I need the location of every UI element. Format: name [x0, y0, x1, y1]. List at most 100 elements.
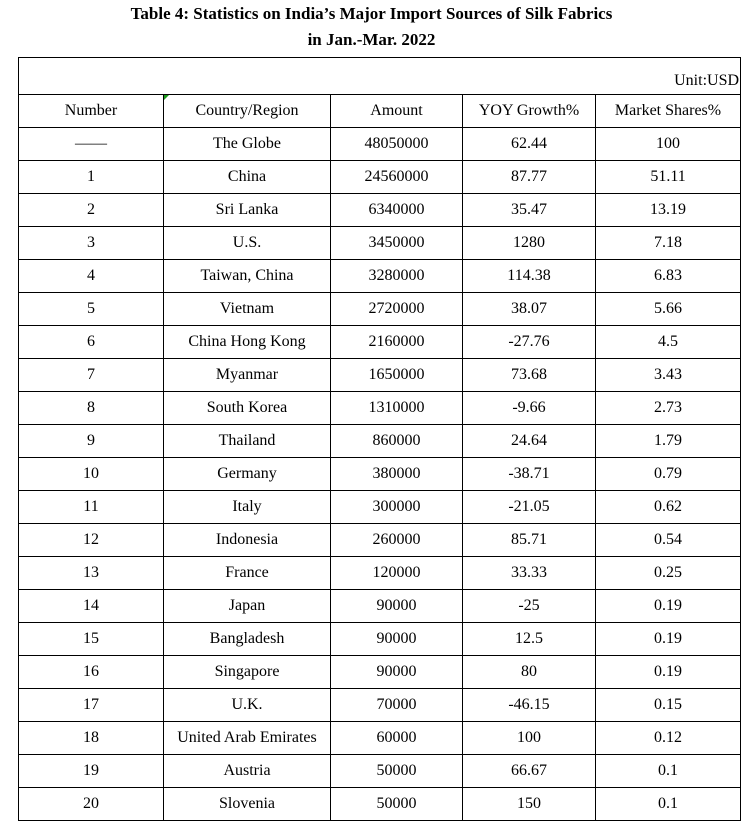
cell-yoy: 1280 — [462, 226, 596, 260]
header-number: Number — [18, 94, 164, 128]
cell-number: 13 — [18, 556, 164, 590]
cell-share: 0.1 — [594, 754, 742, 788]
cell-number: 8 — [18, 391, 164, 425]
cell-yoy: -46.15 — [462, 688, 596, 722]
cell-amount: 2720000 — [330, 292, 463, 326]
table-row: 7 Myanmar 1650000 73.68 3.43 — [18, 358, 742, 392]
cell-share: 0.15 — [594, 688, 742, 722]
cell-number: 18 — [18, 721, 164, 755]
cell-amount: 380000 — [330, 457, 463, 491]
cell-share: 0.25 — [594, 556, 742, 590]
cell-number: 5 — [18, 292, 164, 326]
cell-share: 4.5 — [594, 325, 742, 359]
cell-number: 2 — [18, 193, 164, 227]
cell-number: 10 — [18, 457, 164, 491]
cell-share: 6.83 — [594, 259, 742, 293]
comment-marker-icon — [164, 95, 169, 100]
cell-country: Singapore — [163, 655, 331, 689]
cell-amount: 6340000 — [330, 193, 463, 227]
cell-share: 7.18 — [594, 226, 742, 260]
cell-yoy: 66.67 — [462, 754, 596, 788]
cell-amount: 1650000 — [330, 358, 463, 392]
import-sources-table: Unit:USD Number Country/Region Amount YO… — [17, 57, 742, 821]
cell-yoy: 12.5 — [462, 622, 596, 656]
table-row: 13 France 120000 33.33 0.25 — [18, 556, 742, 590]
table-row: —— The Globe 48050000 62.44 100 — [18, 127, 742, 161]
cell-amount: 2160000 — [330, 325, 463, 359]
unit-label: Unit:USD — [17, 57, 742, 95]
cell-yoy: 33.33 — [462, 556, 596, 590]
table-row: 20 Slovenia 50000 150 0.1 — [18, 787, 742, 821]
cell-number: 12 — [18, 523, 164, 557]
cell-share: 51.11 — [594, 160, 742, 194]
header-row: Number Country/Region Amount YOY Growth%… — [18, 94, 742, 128]
cell-amount: 1310000 — [330, 391, 463, 425]
cell-yoy: 80 — [462, 655, 596, 689]
table-row: 6 China Hong Kong 2160000 -27.76 4.5 — [18, 325, 742, 359]
cell-share: 5.66 — [594, 292, 742, 326]
cell-amount: 90000 — [330, 589, 463, 623]
cell-amount: 50000 — [330, 754, 463, 788]
cell-country: Sri Lanka — [163, 193, 331, 227]
cell-yoy: 114.38 — [462, 259, 596, 293]
cell-share: 3.43 — [594, 358, 742, 392]
cell-country: The Globe — [163, 127, 331, 161]
cell-country: Italy — [163, 490, 331, 524]
cell-country: U.S. — [163, 226, 331, 260]
cell-country: Myanmar — [163, 358, 331, 392]
cell-amount: 60000 — [330, 721, 463, 755]
table-row: 1 China 24560000 87.77 51.11 — [18, 160, 742, 194]
cell-yoy: 87.77 — [462, 160, 596, 194]
cell-country: Indonesia — [163, 523, 331, 557]
table-row: 2 Sri Lanka 6340000 35.47 13.19 — [18, 193, 742, 227]
cell-yoy: 100 — [462, 721, 596, 755]
table-row: 4 Taiwan, China 3280000 114.38 6.83 — [18, 259, 742, 293]
cell-country: Slovenia — [163, 787, 331, 821]
cell-country: South Korea — [163, 391, 331, 425]
cell-amount: 260000 — [330, 523, 463, 557]
table-row: 14 Japan 90000 -25 0.19 — [18, 589, 742, 623]
cell-yoy: -38.71 — [462, 457, 596, 491]
cell-number: 3 — [18, 226, 164, 260]
cell-amount: 120000 — [330, 556, 463, 590]
cell-number: 4 — [18, 259, 164, 293]
table-row: 11 Italy 300000 -21.05 0.62 — [18, 490, 742, 524]
cell-yoy: -9.66 — [462, 391, 596, 425]
cell-country: Taiwan, China — [163, 259, 331, 293]
table-row: 10 Germany 380000 -38.71 0.79 — [18, 457, 742, 491]
cell-share: 0.19 — [594, 622, 742, 656]
cell-number: 17 — [18, 688, 164, 722]
cell-amount: 50000 — [330, 787, 463, 821]
cell-amount: 24560000 — [330, 160, 463, 194]
cell-country: United Arab Emirates — [163, 721, 331, 755]
cell-share: 0.19 — [594, 655, 742, 689]
cell-number: 9 — [18, 424, 164, 458]
cell-country: China — [163, 160, 331, 194]
cell-amount: 3450000 — [330, 226, 463, 260]
table-row: 16 Singapore 90000 80 0.19 — [18, 655, 742, 689]
cell-amount: 90000 — [330, 622, 463, 656]
header-amount: Amount — [330, 94, 463, 128]
cell-country: U.K. — [163, 688, 331, 722]
cell-number: 15 — [18, 622, 164, 656]
table-row: 18 United Arab Emirates 60000 100 0.12 — [18, 721, 742, 755]
table-row: 17 U.K. 70000 -46.15 0.15 — [18, 688, 742, 722]
cell-yoy: -25 — [462, 589, 596, 623]
header-share: Market Shares% — [594, 94, 742, 128]
cell-share: 0.1 — [594, 787, 742, 821]
cell-country: France — [163, 556, 331, 590]
table-row: 5 Vietnam 2720000 38.07 5.66 — [18, 292, 742, 326]
cell-amount: 70000 — [330, 688, 463, 722]
cell-yoy: 150 — [462, 787, 596, 821]
cell-yoy: 24.64 — [462, 424, 596, 458]
cell-share: 13.19 — [594, 193, 742, 227]
header-yoy: YOY Growth% — [462, 94, 596, 128]
table-row: 9 Thailand 860000 24.64 1.79 — [18, 424, 742, 458]
cell-number: 11 — [18, 490, 164, 524]
cell-number: 1 — [18, 160, 164, 194]
cell-number: 16 — [18, 655, 164, 689]
cell-country: Japan — [163, 589, 331, 623]
cell-number: 20 — [18, 787, 164, 821]
cell-share: 0.12 — [594, 721, 742, 755]
cell-share: 2.73 — [594, 391, 742, 425]
